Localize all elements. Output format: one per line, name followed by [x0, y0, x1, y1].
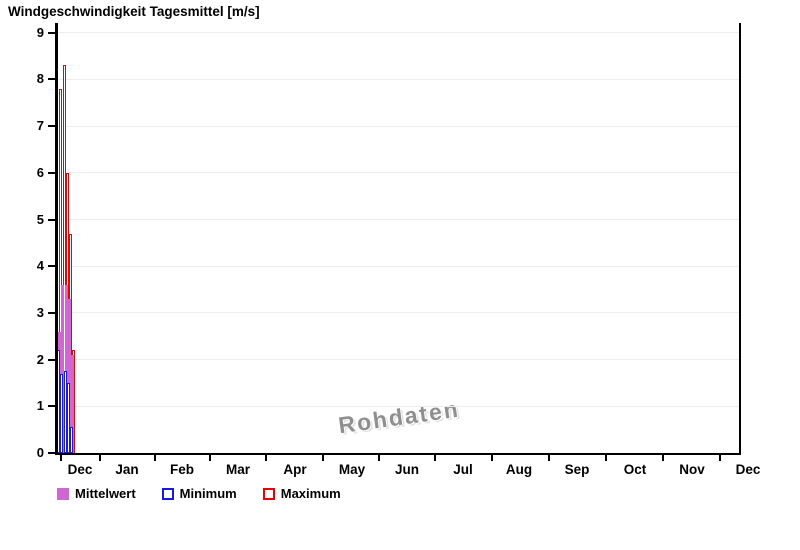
plot-right-border [739, 23, 741, 453]
x-label-may-5: May [338, 462, 366, 477]
gridline-y-9 [57, 32, 740, 34]
y-tick-label-1: 1 [36, 398, 44, 414]
bar-minimum-day-3 [63, 371, 67, 453]
legend-label-mittelwert: Mittelwert [75, 486, 136, 501]
watermark-rohdaten: Rohdaten [336, 395, 462, 439]
bar-minimum-day-4 [66, 382, 70, 453]
y-tick-2 [48, 358, 56, 361]
legend-item-minimum: Minimum [161, 486, 237, 501]
x-tick-4 [265, 453, 267, 461]
bar-minimum-day-2 [60, 373, 64, 453]
y-tick-label-4: 4 [36, 258, 44, 274]
x-tick-6 [378, 453, 380, 461]
bar-minimum-day-5 [70, 427, 74, 453]
gridline-y-1 [57, 405, 740, 407]
x-label-jul-7: Jul [453, 462, 473, 477]
gridline-y-3 [57, 312, 740, 314]
y-tick-6 [48, 171, 56, 174]
y-tick-label-5: 5 [36, 211, 44, 227]
y-tick-label-7: 7 [36, 118, 44, 134]
bar-mittelwert-day-4 [67, 298, 71, 453]
gridline-y-2 [57, 359, 740, 361]
x-tick-12 [719, 453, 721, 461]
maximum-swatch-icon [262, 487, 275, 500]
x-tick-7 [434, 453, 436, 461]
y-tick-label-6: 6 [36, 164, 44, 180]
y-tick-label-9: 9 [36, 24, 44, 40]
y-tick-5 [48, 218, 56, 221]
y-tick-label-0: 0 [36, 445, 44, 460]
bar-mittelwert-day-5 [71, 354, 75, 453]
y-tick-9 [48, 31, 56, 34]
x-label-jun-6: Jun [394, 462, 419, 477]
x-tick-8 [491, 453, 493, 461]
gridline-y-8 [57, 78, 740, 80]
legend-item-mittelwert: Mittelwert [57, 486, 136, 501]
legend-label-minimum: Minimum [179, 486, 237, 501]
x-label-aug-8: Aug [505, 462, 533, 477]
y-tick-3 [48, 311, 56, 314]
gridline-y-5 [57, 219, 740, 220]
gridline-y-6 [57, 172, 740, 174]
legend: Mittelwert Minimum Maximum [57, 486, 367, 501]
x-label-dec-0: Dec [67, 462, 93, 477]
bar-mittelwert-day-2 [61, 284, 65, 453]
chart-title: Windgeschwindigkeit Tagesmittel [m/s] [8, 4, 260, 19]
x-tick-11 [662, 453, 664, 461]
y-tick-4 [48, 265, 56, 268]
x-label-feb-2: Feb [169, 462, 194, 477]
y-tick-1 [48, 405, 56, 408]
x-axis-line [55, 452, 741, 455]
x-tick-9 [548, 453, 550, 461]
x-tick-3 [209, 453, 211, 461]
x-label-sep-9: Sep [564, 462, 590, 477]
x-label-oct-10: Oct [623, 462, 647, 477]
x-tick-1 [99, 453, 101, 461]
y-axis-line [55, 23, 58, 454]
x-label-dec-12: Dec [735, 462, 761, 477]
gridline-y-4 [57, 265, 740, 267]
y-tick-8 [48, 78, 56, 81]
x-tick-10 [605, 453, 607, 461]
x-label-apr-4: Apr [283, 462, 307, 477]
y-tick-label-8: 8 [36, 71, 44, 87]
x-tick-5 [322, 453, 324, 461]
x-tick-2 [154, 453, 156, 461]
mittelwert-swatch-icon [57, 487, 69, 500]
y-tick-label-2: 2 [36, 351, 44, 367]
x-label-jan-1: Jan [115, 462, 139, 477]
legend-item-maximum: Maximum [262, 486, 341, 501]
legend-label-maximum: Maximum [280, 486, 341, 501]
gridline-y-7 [57, 125, 740, 127]
x-label-nov-11: Nov [679, 462, 705, 477]
y-tick-7 [48, 125, 56, 128]
x-label-mar-3: Mar [225, 462, 250, 477]
x-tick-0 [60, 453, 62, 461]
bar-mittelwert-day-3 [64, 284, 68, 453]
minimum-swatch-icon [161, 487, 174, 500]
y-tick-0 [48, 452, 56, 454]
bar-minimum-day-1 [57, 350, 60, 453]
y-tick-label-3: 3 [36, 304, 44, 320]
